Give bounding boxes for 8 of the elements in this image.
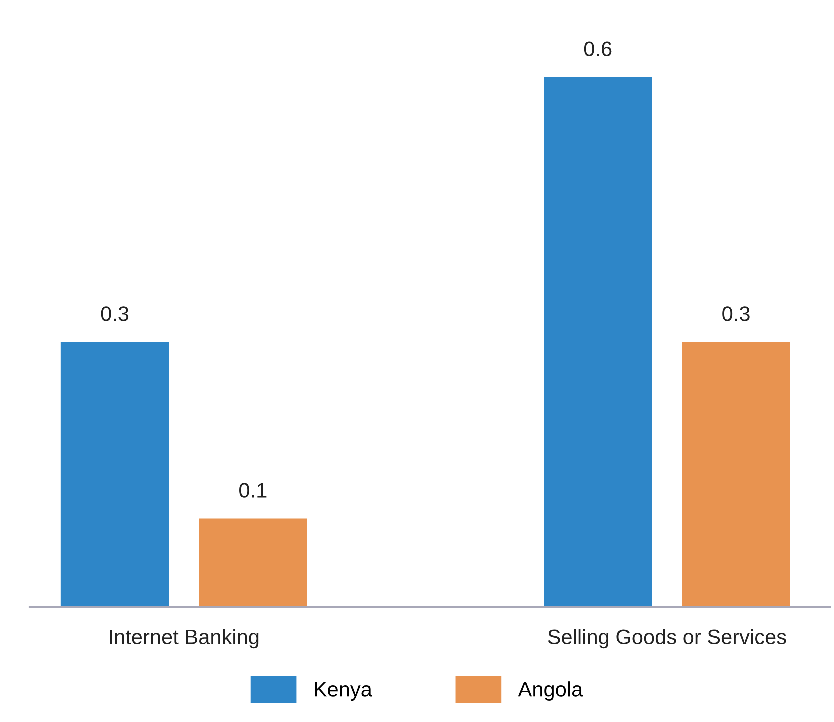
legend-label: Angola: [518, 682, 584, 702]
x-tick-label: Internet Banking: [110, 629, 259, 649]
data-label: 0.3: [101, 306, 129, 322]
legend-label: Kenya: [315, 682, 372, 702]
data-label: 0.6: [584, 42, 612, 57]
data-label: 0.1: [240, 483, 267, 498]
x-tick-label: Selling Goods or Services: [548, 629, 786, 649]
data-label: 0.3: [722, 306, 750, 322]
